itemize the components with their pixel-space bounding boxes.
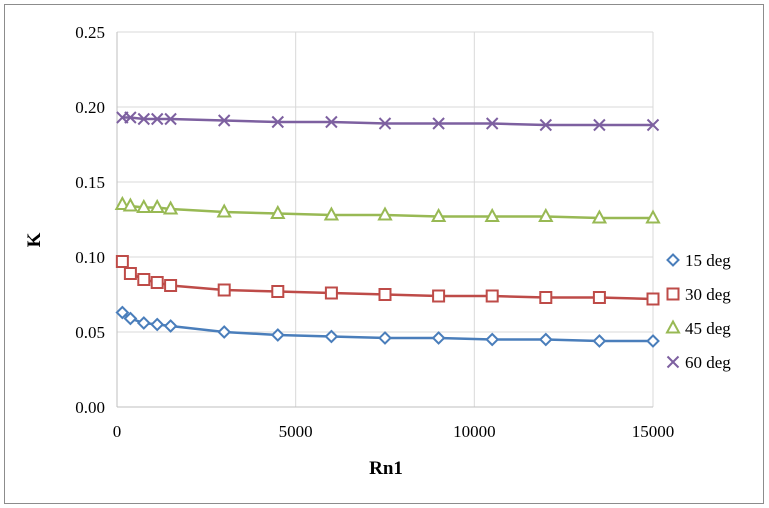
legend-item: 60 deg [666, 353, 731, 372]
data-point [378, 331, 392, 345]
data-point [485, 289, 499, 303]
data-point [592, 291, 606, 304]
y-tick-label: 0.25 [75, 23, 105, 42]
data-point [430, 207, 447, 222]
data-point [538, 332, 553, 347]
data-point [163, 319, 178, 333]
data-point [217, 114, 231, 127]
legend-item: 45 deg [665, 319, 731, 338]
series-45-deg [114, 195, 661, 224]
data-point [122, 197, 139, 212]
data-point [431, 331, 446, 345]
data-point [592, 334, 607, 348]
plot-area [114, 111, 661, 348]
data-point [485, 332, 500, 347]
data-point [325, 115, 338, 129]
legend-label: 30 deg [685, 285, 731, 304]
legend-label: 15 deg [685, 251, 731, 270]
legend-marker [665, 319, 681, 334]
data-point [538, 207, 554, 222]
data-point [164, 112, 177, 126]
data-point [323, 206, 340, 221]
data-point [164, 279, 178, 292]
data-point [150, 112, 164, 126]
legend-label: 60 deg [685, 353, 731, 372]
data-point [432, 117, 445, 130]
legend-marker [666, 355, 680, 369]
data-point [324, 286, 338, 300]
data-point [162, 200, 179, 215]
data-point [114, 195, 131, 210]
legend-marker [666, 253, 680, 267]
axes [116, 32, 653, 408]
data-point [137, 273, 151, 286]
legend: 15 deg 30 deg 45 deg 60 deg [665, 251, 731, 372]
data-point [377, 206, 393, 221]
data-point [378, 288, 392, 301]
data-point [123, 311, 138, 326]
series-line [122, 116, 653, 127]
data-point [217, 283, 231, 297]
data-point [646, 118, 660, 132]
data-point [646, 292, 660, 306]
x-tick-label: 0 [113, 422, 122, 441]
data-point [271, 115, 285, 129]
data-point [324, 329, 339, 344]
y-tick-label: 0.10 [75, 248, 105, 267]
y-tick-label: 0.00 [75, 398, 105, 417]
data-point [539, 291, 553, 304]
y-axis-title: K [24, 232, 45, 247]
data-point [270, 328, 285, 342]
tick-labels: 0.00 0.05 0.10 0.15 0.20 0.25 0 5000 10000 15000 [75, 23, 674, 441]
y-tick-label: 0.05 [75, 323, 105, 342]
legend-item: 30 deg [666, 285, 731, 304]
x-axis-title: Rn1 [369, 458, 403, 479]
x-tick-label: 10000 [453, 422, 496, 441]
y-tick-label: 0.15 [75, 173, 105, 192]
y-tick-label: 0.20 [75, 98, 105, 117]
data-point [149, 198, 165, 213]
x-tick-label: 15000 [632, 422, 675, 441]
data-point [136, 316, 151, 330]
data-point [270, 204, 286, 219]
data-point [150, 276, 164, 289]
chart-frame [4, 4, 764, 504]
legend-item: 15 deg [666, 251, 731, 270]
data-point [645, 209, 661, 224]
data-point [378, 117, 392, 130]
data-point [485, 117, 499, 130]
data-point [271, 285, 285, 298]
legend-marker [666, 287, 680, 301]
series-60-deg [116, 111, 660, 132]
data-point [150, 317, 165, 332]
legend-label: 45 deg [685, 319, 731, 338]
data-point [123, 267, 137, 280]
data-point [136, 198, 152, 213]
series-30-deg [115, 255, 660, 306]
series-15-deg [115, 305, 660, 348]
data-point [591, 209, 608, 224]
data-point [539, 118, 553, 132]
data-point [115, 305, 130, 320]
x-tick-label: 5000 [279, 422, 313, 441]
data-point [593, 118, 606, 132]
data-point [646, 334, 660, 348]
data-point [124, 111, 137, 124]
data-point [115, 255, 129, 268]
data-point [216, 203, 232, 218]
data-point [137, 112, 151, 126]
data-point [432, 289, 446, 303]
data-point [484, 207, 500, 222]
data-point [217, 325, 232, 339]
